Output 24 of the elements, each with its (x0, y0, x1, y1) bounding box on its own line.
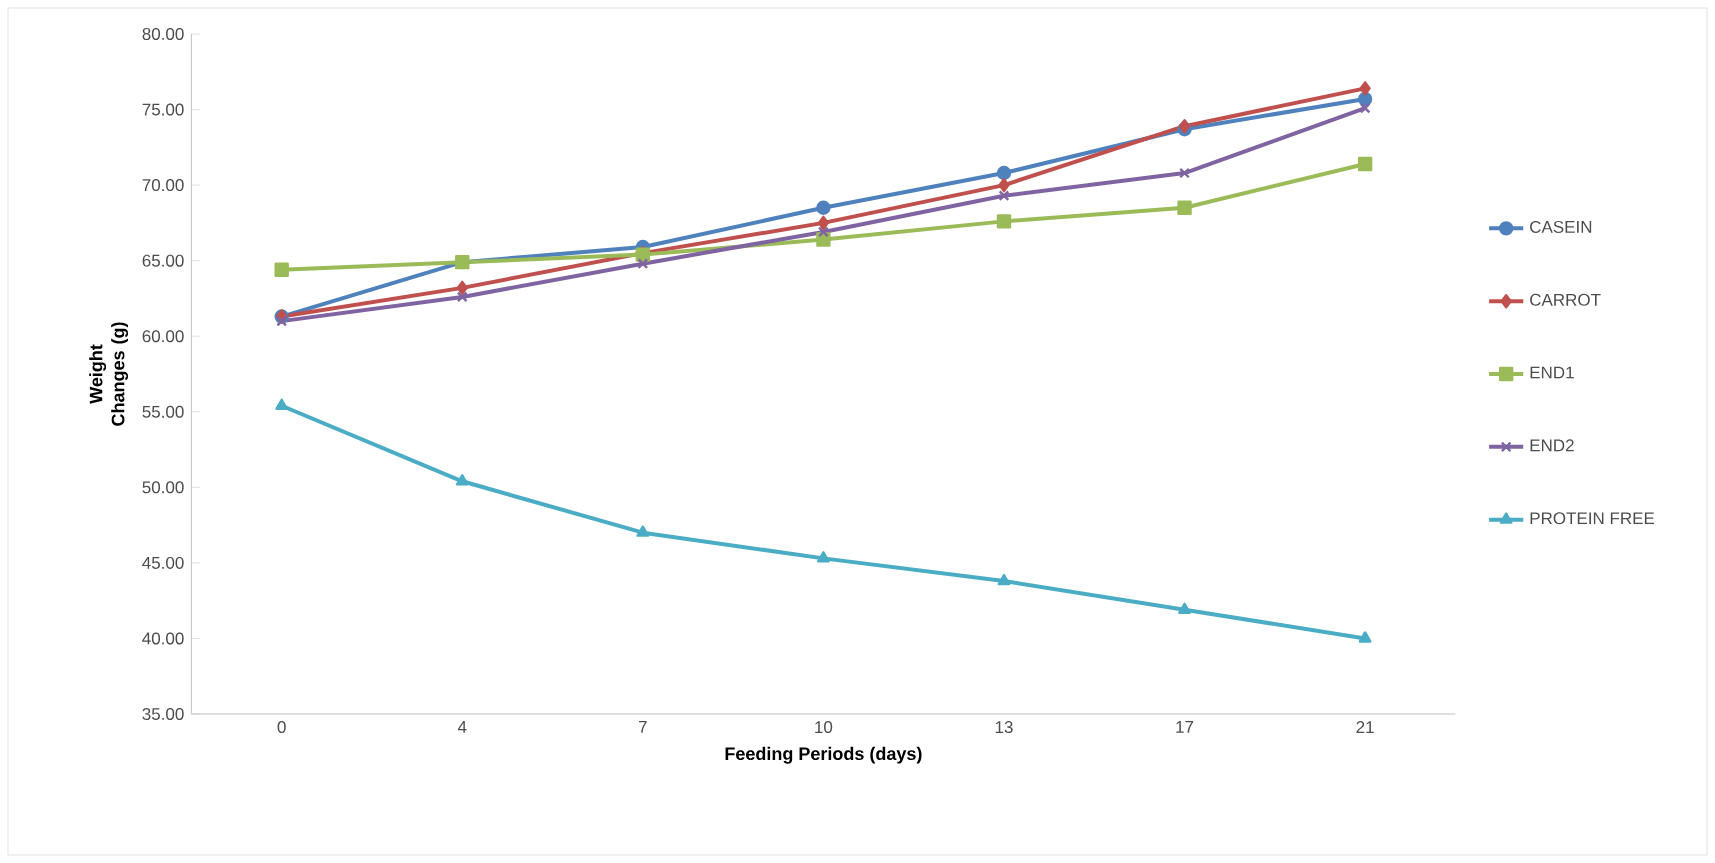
x-tick-label: 17 (1176, 721, 1194, 733)
x-tick-label: 10 (815, 721, 833, 734)
legend-label: CASEIN (1530, 220, 1592, 233)
legend-label: CARROT (1530, 293, 1601, 306)
x-tick-label: 4 (457, 721, 467, 733)
x-tick-label: 0 (277, 721, 286, 734)
y-tick-label: 70.00 (142, 179, 184, 192)
y-tick-label: 50.00 (142, 481, 184, 494)
x-tick-label: 21 (1356, 721, 1374, 733)
y-tick-label: 40.00 (142, 632, 184, 645)
y-tick-label: 60.00 (142, 330, 184, 343)
y-tick-label: 65.00 (142, 254, 184, 267)
y-tick-label: 55.00 (142, 405, 184, 418)
y-tick-label: 45.00 (142, 556, 184, 569)
legend-label: END1 (1530, 366, 1574, 379)
legend-label: END2 (1530, 439, 1574, 452)
y-tick-label: 35.00 (142, 708, 184, 721)
legend-label: PROTEIN FREE (1530, 512, 1655, 525)
y-tick-label: 75.00 (142, 103, 184, 116)
x-tick-label: 7 (638, 721, 647, 733)
y-axis-title: Weight Changes (g) (89, 322, 129, 426)
x-tick-label: 13 (995, 721, 1013, 734)
x-axis-title: Feeding Periods (days) (725, 746, 922, 764)
y-tick-label: 80.00 (142, 27, 184, 41)
